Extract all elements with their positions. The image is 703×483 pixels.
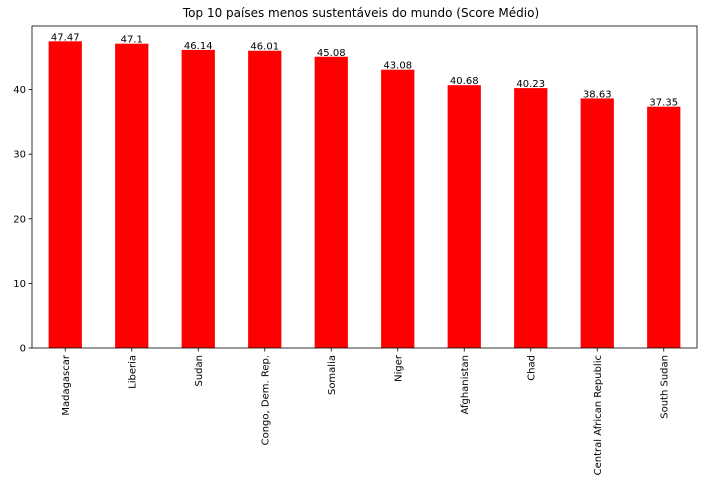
x-tick-label-8: Central African Republic [593,355,604,475]
bar-8 [580,98,614,348]
chart-title: Top 10 países menos sustentáveis do mund… [182,6,539,20]
data-labels-group: 47.47 47.1 46.14 46.01 45.08 43.08 40.68 40.23 3… [51,32,678,108]
x-tick-label-6: Afghanistan [460,355,471,415]
x-tick-label-2: Sudan [194,355,205,387]
bar-1 [115,43,149,349]
bar-0 [48,41,82,348]
data-label-0: 47.47 [51,32,80,43]
x-axis: Madagascar Liberia Sudan Congo, Dem. Rep. So… [61,348,670,475]
bar-9 [647,106,681,348]
data-label-9: 37.35 [649,98,678,109]
bar-5 [381,69,415,348]
y-axis: 0 10 20 30 40 [13,85,32,355]
data-label-6: 40.68 [450,76,479,87]
bar-6 [447,85,481,348]
x-tick-label-3: Congo, Dem. Rep. [260,355,271,445]
y-tick-label-4: 40 [13,85,26,96]
y-tick-label-2: 20 [13,214,26,225]
bar-4 [314,56,348,348]
data-label-2: 46.14 [184,41,213,52]
y-tick-label-0: 0 [20,344,26,355]
data-label-5: 43.08 [383,61,412,72]
data-label-8: 38.63 [583,89,612,100]
x-tick-label-7: Chad [526,355,537,381]
bars-group [48,41,681,349]
y-tick-label-1: 10 [13,279,26,290]
x-tick-label-5: Niger [393,354,404,382]
bar-7 [514,88,548,348]
x-tick-label-4: Somalia [327,355,338,395]
x-tick-label-9: South Sudan [659,355,670,419]
data-label-7: 40.23 [516,79,545,90]
data-label-1: 47.1 [121,35,143,46]
data-label-4: 45.08 [317,48,346,59]
x-tick-label-1: Liberia [127,355,138,389]
data-label-3: 46.01 [250,42,279,53]
plot-frame [31,25,698,349]
x-tick-label-0: Madagascar [61,354,72,416]
bar-2 [181,49,215,349]
bar-3 [248,50,282,348]
y-tick-label-3: 30 [13,150,26,161]
